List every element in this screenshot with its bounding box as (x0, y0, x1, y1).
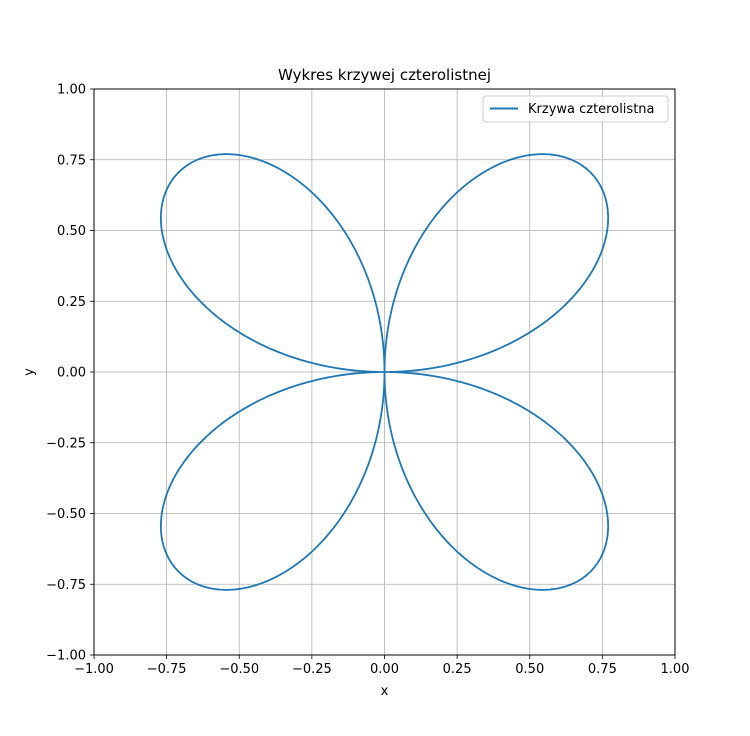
y-tick-label: 1.00 (57, 83, 86, 98)
x-tick-label: 1.00 (661, 662, 690, 677)
y-tick-label: 0.50 (57, 224, 86, 239)
x-tick-label: −0.25 (292, 662, 332, 677)
x-axis-label: x (381, 684, 389, 699)
y-tick-label: −0.25 (46, 436, 86, 451)
y-axis-ticks: −1.00 −0.75 −0.50 −0.25 0.00 0.25 0.50 0.75 1.00 (46, 83, 94, 664)
y-tick-label: −0.75 (46, 578, 86, 593)
x-tick-label: 0.25 (443, 662, 472, 677)
y-tick-label: 0.25 (57, 295, 86, 310)
x-axis-ticks: −1.00 −0.75 −0.50 −0.25 0.00 0.25 0.50 0.75 1.00 (74, 655, 689, 677)
legend-label: Krzywa czterolistna (528, 102, 655, 117)
y-tick-label: 0.00 (57, 366, 86, 381)
y-tick-label: −0.50 (46, 507, 86, 522)
y-tick-label: 0.75 (57, 153, 86, 168)
series-line-krzywa-czterolistna (159, 153, 610, 591)
x-tick-label: −0.50 (219, 662, 259, 677)
x-tick-label: −1.00 (74, 662, 114, 677)
legend-box (482, 95, 669, 123)
x-tick-label: −0.75 (147, 662, 187, 677)
x-tick-label: 0.00 (370, 662, 399, 677)
y-tick-label: −1.00 (46, 649, 86, 664)
y-axis-label: y (22, 368, 37, 376)
x-tick-label: 0.75 (588, 662, 617, 677)
legend: Krzywa czterolistna (482, 95, 669, 123)
x-tick-label: 0.50 (515, 662, 544, 677)
curve-layer (159, 153, 610, 591)
chart-title: Wykres krzywej czterolistnej (278, 66, 491, 84)
